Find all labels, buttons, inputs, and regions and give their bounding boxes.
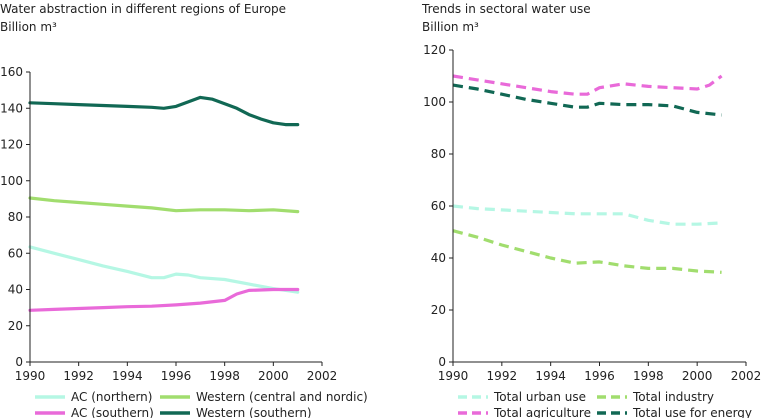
legend-label: Total use for energy: [632, 406, 752, 418]
x-tick-label: 1998: [209, 369, 240, 383]
y-tick-label: 80: [431, 147, 446, 161]
series-line: [28, 245, 300, 294]
y-tick-label: 100: [423, 95, 446, 109]
legend-label: Total industry: [632, 390, 714, 404]
y-tick-label: 140: [0, 101, 23, 115]
legend-label: AC (southern): [71, 406, 154, 418]
x-tick-label: 2002: [731, 369, 762, 383]
y-axis-label: Billion m³: [422, 20, 479, 34]
y-tick-label: 120: [423, 43, 446, 57]
x-tick-label: 1994: [112, 369, 143, 383]
x-tick-label: 1992: [63, 369, 94, 383]
series-line: [28, 95, 300, 127]
y-axis-label: Billion m³: [0, 20, 57, 34]
x-tick-label: 1990: [15, 369, 46, 383]
y-tick-label: 160: [0, 65, 23, 79]
series-line: [28, 287, 300, 312]
x-tick-label: 1990: [438, 369, 469, 383]
series-line: [452, 83, 722, 117]
legend-label: AC (northern): [71, 390, 152, 404]
x-tick-label: 1994: [535, 369, 566, 383]
x-tick-label: 1992: [487, 369, 518, 383]
legend-label: Total agriculture: [493, 406, 591, 418]
legend-label: Total urban use: [493, 390, 586, 404]
chart-right: Trends in sectoral water use Billion m³ …: [421, 2, 761, 418]
chart-left: Water abstraction in different regions o…: [0, 2, 368, 418]
x-tick-label: 2002: [307, 369, 338, 383]
y-tick-label: 40: [431, 251, 446, 265]
x-tick-label: 1996: [161, 369, 192, 383]
legend-label: Western (southern): [196, 406, 312, 418]
series-line: [452, 229, 722, 274]
y-tick-label: 60: [431, 199, 446, 213]
y-tick-label: 80: [8, 210, 23, 224]
x-tick-label: 2000: [682, 369, 713, 383]
chart-title: Water abstraction in different regions o…: [0, 2, 286, 16]
x-tick-label: 1996: [584, 369, 615, 383]
series-line: [452, 74, 723, 96]
x-tick-label: 1998: [633, 369, 664, 383]
series-line: [28, 196, 300, 214]
y-tick-label: 100: [0, 174, 23, 188]
y-tick-label: 0: [15, 355, 23, 369]
legend-label: Western (central and nordic): [196, 390, 368, 404]
y-tick-label: 0: [438, 355, 446, 369]
x-tick-label: 2000: [258, 369, 289, 383]
y-tick-label: 20: [431, 303, 446, 317]
series-line: [452, 204, 722, 226]
y-tick-label: 120: [0, 138, 23, 152]
y-tick-label: 40: [8, 283, 23, 297]
y-tick-label: 20: [8, 319, 23, 333]
y-tick-label: 60: [8, 246, 23, 260]
chart-title: Trends in sectoral water use: [421, 2, 591, 16]
